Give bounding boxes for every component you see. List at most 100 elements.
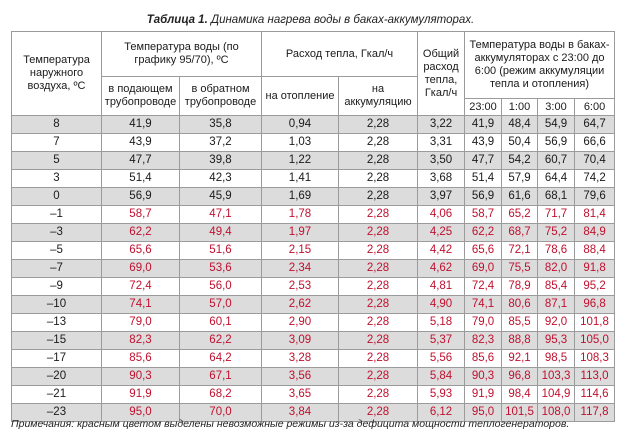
cell-total-flow: 5,56	[417, 349, 466, 368]
cell-tank-temp: 50,4	[501, 133, 539, 152]
cell-tank-temp: 98,5	[537, 349, 576, 368]
cell-accumulation-flow: 2,28	[337, 241, 419, 260]
cell-tank-temp: 75,5	[501, 259, 539, 278]
cell-return-temp: 53,6	[179, 259, 262, 278]
cell-total-flow: 5,84	[417, 367, 466, 386]
cell-tank-temp: 58,7	[464, 205, 503, 224]
cell-total-flow: 4,81	[417, 277, 466, 296]
cell-heating-flow: 3,65	[261, 385, 339, 404]
cell-tank-temp: 54,9	[537, 115, 576, 134]
cell-accumulation-flow: 2,28	[337, 367, 419, 386]
cell-tank-temp: 90,3	[464, 367, 503, 386]
cell-tank-temp: 56,9	[537, 133, 576, 152]
cell-tank-temp: 72,1	[501, 241, 539, 260]
table-row: –5 65,6 51,6 2,15 2,28 4,42 65,6 72,1 78,6 88,4	[11, 241, 616, 260]
cell-tank-temp: 79,6	[574, 187, 616, 206]
cell-tank-temp: 85,5	[501, 313, 539, 332]
cell-outdoor-temp: 7	[11, 133, 102, 152]
cell-heating-flow: 2,34	[261, 259, 339, 278]
cell-accumulation-flow: 2,28	[337, 277, 419, 296]
cell-accumulation-flow: 2,28	[337, 403, 419, 422]
cell-tank-temp: 114,6	[574, 385, 616, 404]
cell-tank-temp: 80,6	[501, 295, 539, 314]
cell-tank-temp: 48,4	[501, 115, 539, 134]
cell-tank-temp: 82,3	[464, 331, 503, 350]
cell-tank-temp: 51,4	[464, 169, 503, 188]
cell-tank-temp: 105,0	[574, 331, 616, 350]
cell-heating-flow: 3,56	[261, 367, 339, 386]
cell-supply-temp: 95,0	[101, 403, 180, 422]
header-water-temp: Температура воды (по графику 95/70), ºС	[101, 31, 262, 77]
header-tank-temp: Температура воды в баках-аккумуляторах с…	[464, 31, 616, 99]
cell-tank-temp: 78,9	[501, 277, 539, 296]
cell-supply-temp: 90,3	[101, 367, 180, 386]
cell-heating-flow: 1,69	[261, 187, 339, 206]
table-row: –21 91,9 68,2 3,65 2,28 5,93 91,9 98,4 104,9 114,…	[11, 385, 616, 404]
cell-heating-flow: 1,41	[261, 169, 339, 188]
cell-outdoor-temp: 8	[11, 115, 102, 134]
cell-return-temp: 49,4	[179, 223, 262, 242]
cell-total-flow: 3,68	[417, 169, 466, 188]
cell-outdoor-temp: –5	[11, 241, 102, 260]
table-row: –20 90,3 67,1 3,56 2,28 5,84 90,3 96,8 103,3 113,…	[11, 367, 616, 386]
cell-accumulation-flow: 2,28	[337, 151, 419, 170]
cell-outdoor-temp: –20	[11, 367, 102, 386]
cell-outdoor-temp: –9	[11, 277, 102, 296]
cell-supply-temp: 62,2	[101, 223, 180, 242]
header-return: в обратном трубопроводе	[179, 76, 262, 116]
cell-return-temp: 47,1	[179, 205, 262, 224]
cell-total-flow: 3,50	[417, 151, 466, 170]
cell-accumulation-flow: 2,28	[337, 115, 419, 134]
cell-tank-temp: 74,1	[464, 295, 503, 314]
cell-tank-temp: 108,0	[537, 403, 576, 422]
cell-tank-temp: 60,7	[537, 151, 576, 170]
table-row: –23 95,0 70,0 3,84 2,28 6,12 95,0 101,5 108,0 117…	[11, 403, 616, 422]
cell-heating-flow: 3,28	[261, 349, 339, 368]
cell-outdoor-temp: –7	[11, 259, 102, 278]
table-caption-text: Динамика нагрева воды в баках-аккумулято…	[207, 14, 475, 26]
cell-supply-temp: 58,7	[101, 205, 180, 224]
cell-total-flow: 5,93	[417, 385, 466, 404]
cell-tank-temp: 69,0	[464, 259, 503, 278]
table-row: –3 62,2 49,4 1,97 2,28 4,25 62,2 68,7 75,2 84,9	[11, 223, 616, 242]
table-row: 3 51,4 42,3 1,41 2,28 3,68 51,4 57,9 64,4 74,2	[11, 169, 616, 188]
cell-tank-temp: 57,9	[501, 169, 539, 188]
header-time-2300: 23:00	[464, 98, 503, 116]
cell-return-temp: 62,2	[179, 331, 262, 350]
cell-tank-temp: 41,9	[464, 115, 503, 134]
cell-total-flow: 4,90	[417, 295, 466, 314]
cell-outdoor-temp: 5	[11, 151, 102, 170]
cell-return-temp: 68,2	[179, 385, 262, 404]
table-row: –1 58,7 47,1 1,78 2,28 4,06 58,7 65,2 71,7 81,4	[11, 205, 616, 224]
cell-outdoor-temp: –1	[11, 205, 102, 224]
cell-heating-flow: 3,09	[261, 331, 339, 350]
cell-tank-temp: 84,9	[574, 223, 616, 242]
cell-tank-temp: 65,2	[501, 205, 539, 224]
cell-supply-temp: 72,4	[101, 277, 180, 296]
cell-total-flow: 3,97	[417, 187, 466, 206]
cell-return-temp: 39,8	[179, 151, 262, 170]
cell-heating-flow: 2,62	[261, 295, 339, 314]
cell-outdoor-temp: 3	[11, 169, 102, 188]
cell-total-flow: 4,06	[417, 205, 466, 224]
table-row: –9 72,4 56,0 2,53 2,28 4,81 72,4 78,9 85,4 95,2	[11, 277, 616, 296]
cell-tank-temp: 95,0	[464, 403, 503, 422]
cell-supply-temp: 65,6	[101, 241, 180, 260]
table-row: –10 74,1 57,0 2,62 2,28 4,90 74,1 80,6 87,1 96,8	[11, 295, 616, 314]
cell-tank-temp: 72,4	[464, 277, 503, 296]
header-time-600: 6:00	[574, 98, 616, 116]
table-row: 5 47,7 39,8 1,22 2,28 3,50 47,7 54,2 60,7 70,4	[11, 151, 616, 170]
cell-supply-temp: 56,9	[101, 187, 180, 206]
cell-tank-temp: 56,9	[464, 187, 503, 206]
cell-tank-temp: 79,0	[464, 313, 503, 332]
cell-tank-temp: 54,2	[501, 151, 539, 170]
cell-accumulation-flow: 2,28	[337, 259, 419, 278]
cell-tank-temp: 74,2	[574, 169, 616, 188]
table-row: 7 43,9 37,2 1,03 2,28 3,31 43,9 50,4 56,9 66,6	[11, 133, 616, 152]
cell-tank-temp: 108,3	[574, 349, 616, 368]
cell-supply-temp: 43,9	[101, 133, 180, 152]
cell-outdoor-temp: –17	[11, 349, 102, 368]
cell-tank-temp: 85,4	[537, 277, 576, 296]
cell-tank-temp: 104,9	[537, 385, 576, 404]
